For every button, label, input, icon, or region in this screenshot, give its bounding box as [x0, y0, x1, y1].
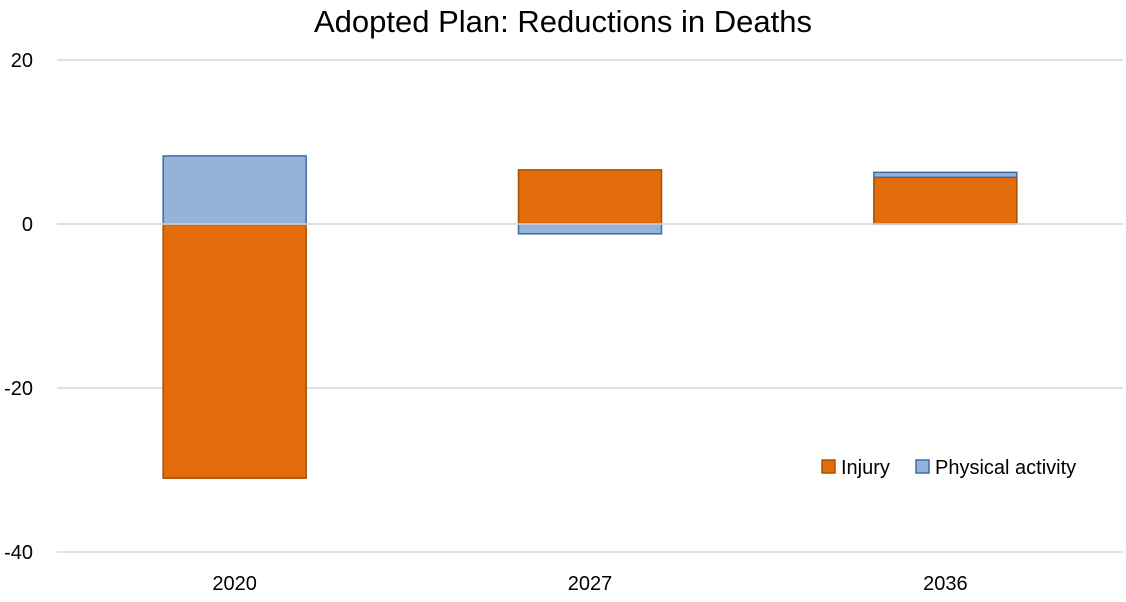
- legend: Injury Physical activity: [821, 457, 1076, 479]
- bars: [57, 155, 1123, 479]
- bar-injury-2036: [873, 176, 1018, 225]
- x-axis: 2020 2027 2036: [212, 573, 967, 595]
- y-tick-label: 0: [22, 214, 33, 236]
- chart-title: Adopted Plan: Reductions in Deaths: [314, 4, 812, 39]
- legend-swatch-physical-activity: [915, 459, 930, 474]
- bar-injury-2027: [517, 169, 663, 225]
- legend-swatch-injury: [821, 459, 836, 474]
- bar-physical-activity-2027: [517, 223, 663, 235]
- y-tick-label: -20: [4, 378, 33, 400]
- y-tick-label: -40: [4, 542, 33, 564]
- y-tick-label: 20: [11, 50, 33, 72]
- x-tick-label: 2027: [568, 573, 613, 595]
- legend-label: Injury: [841, 457, 890, 479]
- legend-label: Physical activity: [935, 457, 1076, 479]
- y-axis: 20 0 -20 -40: [4, 50, 33, 564]
- bar-physical-activity-2020: [162, 155, 307, 225]
- bar-injury-2020: [162, 223, 307, 479]
- x-tick-label: 2020: [212, 573, 257, 595]
- x-tick-label: 2036: [923, 573, 968, 595]
- bar-physical-activity-2036: [873, 171, 1018, 179]
